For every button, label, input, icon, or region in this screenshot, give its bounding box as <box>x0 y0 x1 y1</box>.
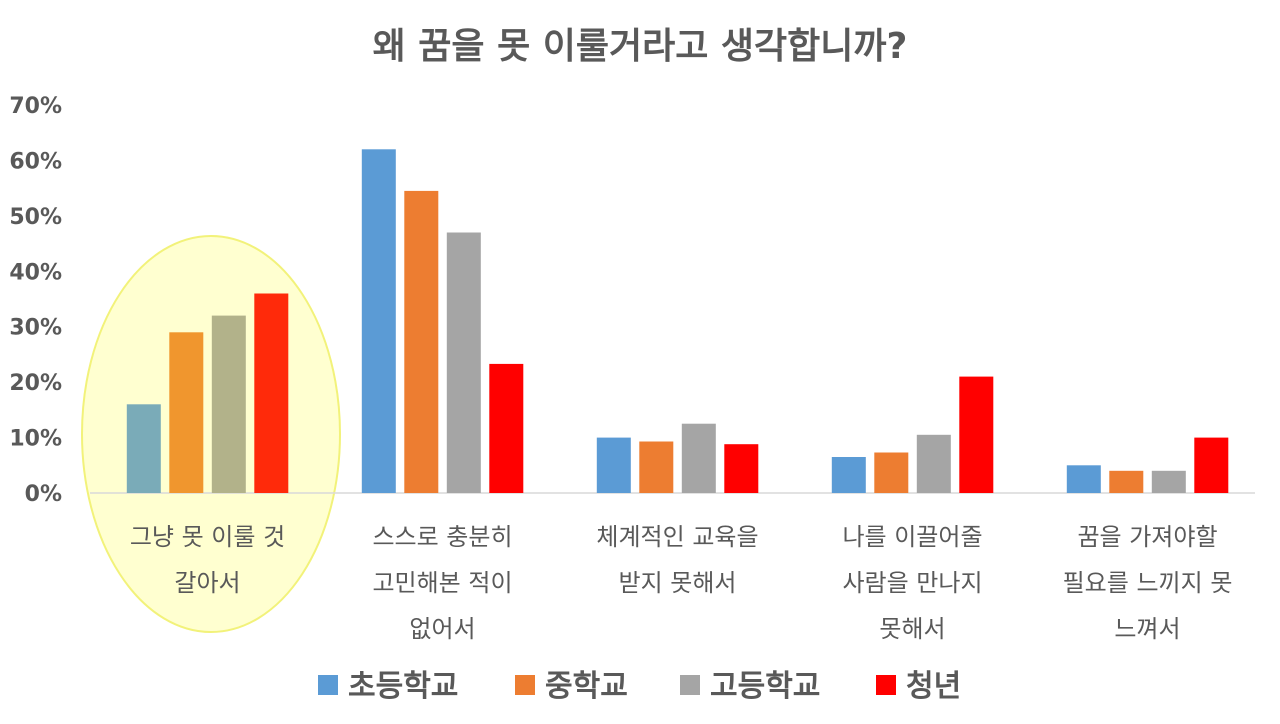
y-tick-label: 20% <box>9 371 62 396</box>
bar-2-초등학교 <box>361 149 396 494</box>
bars <box>126 149 1229 494</box>
y-axis: 0% 10% 20% 30% 40% 50% 60% 70% <box>9 94 62 507</box>
y-tick-label: 60% <box>9 149 62 174</box>
bar-5-청년 <box>1194 437 1229 493</box>
bar-5-초등학교 <box>1066 465 1101 493</box>
bar-3-중학교 <box>639 441 674 493</box>
y-tick-label: 70% <box>9 94 62 119</box>
bar-5-중학교 <box>1109 470 1144 493</box>
bar-2-청년 <box>489 363 524 493</box>
bar-3-고등학교 <box>681 423 716 493</box>
y-tick-label: 50% <box>9 205 62 230</box>
category-label: 느껴서 <box>1114 615 1180 643</box>
bar-1-고등학교 <box>211 315 246 493</box>
category-label: 없어서 <box>409 615 475 643</box>
category-label: 못해서 <box>879 615 945 643</box>
category-label: 나를 이끌어줄 <box>842 523 982 551</box>
category-label: 갈아서 <box>174 569 240 597</box>
bar-3-초등학교 <box>596 437 631 493</box>
bar-1-초등학교 <box>126 404 161 493</box>
legend-label-고등학교: 고등학교 <box>710 669 820 704</box>
y-tick-label: 0% <box>25 482 62 507</box>
bar-4-초등학교 <box>831 457 866 493</box>
legend-label-청년: 청년 <box>906 669 961 704</box>
bar-4-중학교 <box>874 452 909 493</box>
legend: 초등학교 중학교 고등학교 청년 <box>318 669 961 704</box>
category-label: 고민해본 적이 <box>372 569 512 597</box>
category-label: 필요를 느끼지 못 <box>1063 569 1233 597</box>
legend-swatch-청년 <box>876 675 896 695</box>
chart-title: 왜 꿈을 못 이룰거라고 생각합니까? <box>373 26 908 67</box>
bar-2-고등학교 <box>446 232 481 493</box>
y-tick-label: 30% <box>9 316 62 341</box>
legend-label-초등학교: 초등학교 <box>348 669 458 704</box>
bar-3-청년 <box>724 444 759 493</box>
category-label: 받지 못해서 <box>618 569 736 597</box>
bar-1-중학교 <box>169 332 204 493</box>
y-tick-label: 10% <box>9 427 62 452</box>
category-label: 그냥 못 이룰 것 <box>130 523 285 551</box>
category-label: 스스로 충분히 <box>372 523 512 551</box>
legend-swatch-고등학교 <box>680 675 700 695</box>
y-tick-label: 40% <box>9 260 62 285</box>
bar-4-고등학교 <box>916 434 951 493</box>
bar-5-고등학교 <box>1151 470 1186 493</box>
legend-swatch-초등학교 <box>318 675 338 695</box>
bar-4-청년 <box>959 376 994 493</box>
legend-swatch-중학교 <box>515 675 535 695</box>
bar-2-중학교 <box>404 190 439 493</box>
bar-1-청년 <box>254 293 289 493</box>
category-label: 꿈을 가져야할 <box>1077 523 1217 551</box>
category-label: 체계적인 교육을 <box>596 523 758 551</box>
legend-label-중학교: 중학교 <box>545 669 628 704</box>
category-label: 사람을 만나지 <box>842 569 982 597</box>
